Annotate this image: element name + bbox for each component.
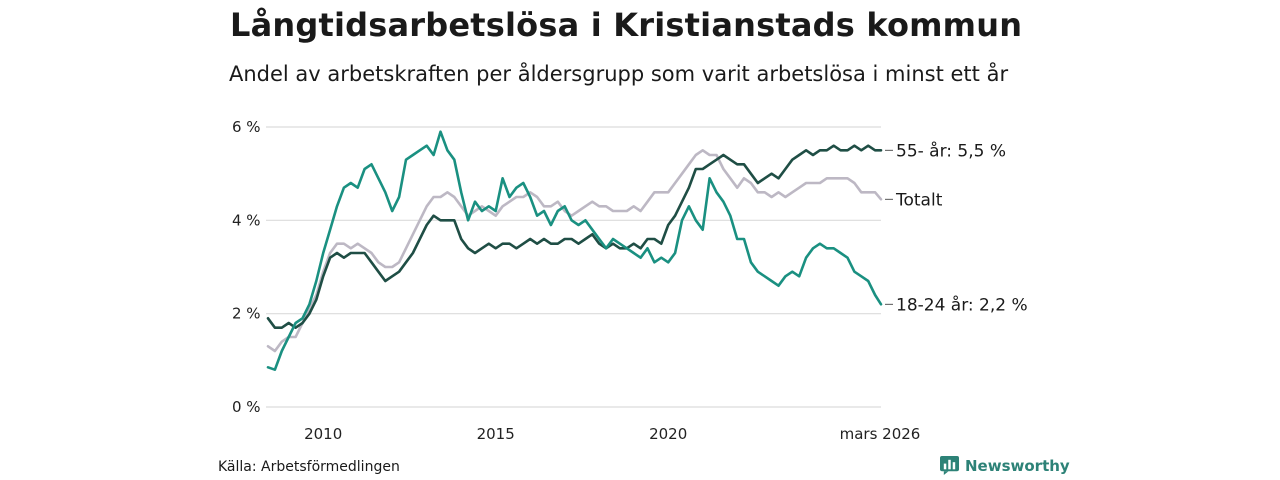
series-line-1 bbox=[266, 144, 883, 329]
x-tick-label: 2015 bbox=[477, 425, 515, 443]
series-line-2 bbox=[266, 130, 883, 371]
series-line-0 bbox=[266, 149, 883, 353]
x-tick-label: mars 2026 bbox=[840, 425, 921, 443]
grid-layer: 0 % 2 % 4 % 6 % 2010 2015 2020 mars 2026 bbox=[232, 118, 920, 443]
x-tick-label: 2020 bbox=[649, 425, 687, 443]
series-end-label: 18-24 år: 2,2 % bbox=[896, 294, 1028, 315]
brand-logo[interactable]: Newsworthy bbox=[940, 456, 1070, 475]
chart-subtitle: Andel av arbetskraften per åldersgrupp s… bbox=[229, 62, 1009, 86]
y-tick-label: 4 % bbox=[232, 211, 261, 229]
newsworthy-logo-icon bbox=[940, 456, 959, 475]
source-note: Källa: Arbetsförmedlingen bbox=[218, 459, 400, 475]
series-layer bbox=[266, 130, 883, 371]
brand-name: Newsworthy bbox=[965, 456, 1070, 475]
y-tick-label: 6 % bbox=[232, 118, 261, 136]
x-tick-label: 2010 bbox=[304, 425, 342, 443]
y-tick-label: 2 % bbox=[232, 305, 261, 323]
y-tick-label: 0 % bbox=[232, 398, 261, 416]
chart-title: Långtidsarbetslösa i Kristianstads kommu… bbox=[230, 6, 1023, 44]
line-chart: 0 % 2 % 4 % 6 % 2010 2015 2020 mars 2026 Totalt… bbox=[232, 118, 1028, 443]
series-label-layer: Totalt 55- år: 5,5 % 18-24 år: 2,2 % bbox=[885, 140, 1028, 315]
series-end-label: Totalt bbox=[895, 190, 943, 210]
series-end-label: 55- år: 5,5 % bbox=[896, 140, 1006, 161]
